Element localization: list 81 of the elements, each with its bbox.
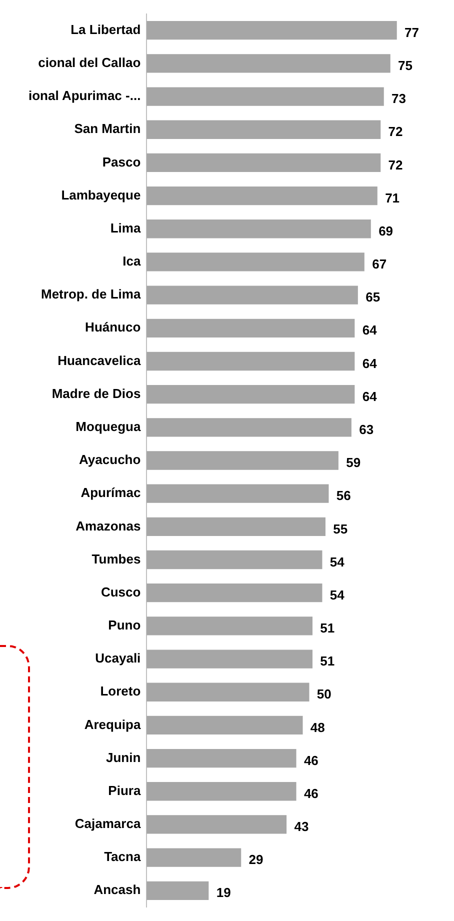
bar xyxy=(146,716,303,735)
bar xyxy=(146,451,338,470)
y-tick-label: cional del Callao xyxy=(38,55,141,70)
data-label: 48 xyxy=(310,720,325,735)
bar xyxy=(146,21,397,40)
y-tick-label: Lima xyxy=(110,220,142,236)
y-tick-label: Cajamarca xyxy=(74,816,142,832)
bar xyxy=(146,748,296,768)
bar xyxy=(146,220,371,238)
y-tick-label: Tumbes xyxy=(92,551,141,566)
y-tick-label: La Libertad xyxy=(70,22,141,37)
y-tick-label: Ucayali xyxy=(95,650,141,666)
data-label: 69 xyxy=(378,223,394,238)
bar xyxy=(146,418,352,437)
bar xyxy=(146,650,312,668)
bar xyxy=(146,682,310,702)
data-label: 50 xyxy=(316,686,332,702)
data-label: 46 xyxy=(304,752,318,768)
bar xyxy=(146,550,322,570)
y-tick-label: ional Apurimac -... xyxy=(28,88,141,104)
data-label: 46 xyxy=(304,786,318,801)
data-label: 72 xyxy=(388,124,403,140)
bar xyxy=(146,584,322,602)
data-label: 29 xyxy=(248,852,264,868)
y-tick-label: Arequipa xyxy=(84,716,142,732)
y-tick-label: Moquegua xyxy=(76,418,142,434)
data-label: 54 xyxy=(330,554,346,570)
data-label: 59 xyxy=(346,455,361,470)
data-label: 56 xyxy=(336,488,351,504)
bar xyxy=(146,616,312,636)
data-label: 72 xyxy=(388,157,403,172)
y-tick-label: Ica xyxy=(122,254,142,269)
data-label: 64 xyxy=(362,322,378,338)
y-tick-label: Tacna xyxy=(104,849,142,864)
data-label: 77 xyxy=(404,24,420,40)
data-label: 63 xyxy=(359,422,374,437)
y-tick-label: Piura xyxy=(108,782,142,798)
data-label: 67 xyxy=(372,256,387,272)
bar xyxy=(146,384,355,404)
y-tick-label: Loreto xyxy=(100,684,141,699)
data-label: 19 xyxy=(216,885,231,900)
data-label: 64 xyxy=(362,388,378,404)
data-label: 51 xyxy=(320,654,335,669)
bar xyxy=(146,815,287,834)
bar xyxy=(146,252,364,272)
bar xyxy=(146,848,242,867)
data-label: 55 xyxy=(333,521,348,536)
y-tick-label: Cusco xyxy=(100,584,141,600)
bar xyxy=(146,54,390,73)
bar xyxy=(146,120,381,139)
bar xyxy=(146,352,355,371)
bar xyxy=(146,318,355,338)
y-tick-label: Ancash xyxy=(94,882,141,898)
data-label: 51 xyxy=(320,620,335,636)
y-tick-label: Puno xyxy=(108,618,141,633)
bar xyxy=(146,87,384,106)
y-tick-label: San Martin xyxy=(74,121,141,136)
y-tick-label: Huancavelica xyxy=(58,352,142,368)
y-tick-label: Lambayeque xyxy=(61,187,141,202)
bar xyxy=(146,186,378,206)
y-tick-label: Apurímac xyxy=(80,485,141,500)
y-tick-label: Huánuco xyxy=(85,320,141,335)
y-tick-label: Metrop. de Lima xyxy=(40,286,142,302)
y-tick-label: Ayacucho xyxy=(79,452,141,468)
bar xyxy=(146,286,358,304)
bar xyxy=(146,782,296,801)
bar xyxy=(146,153,381,172)
bar xyxy=(146,881,209,900)
data-label: 73 xyxy=(392,91,406,106)
data-label: 75 xyxy=(398,58,413,74)
data-label: 65 xyxy=(366,290,380,305)
y-tick-label: Junin xyxy=(106,750,141,765)
data-label: 43 xyxy=(294,819,309,834)
bar xyxy=(146,517,326,536)
y-tick-label: Amazonas xyxy=(76,518,141,534)
data-label: 71 xyxy=(385,190,400,206)
y-tick-label: Madre de Dios xyxy=(52,386,141,401)
data-label: 54 xyxy=(330,587,346,602)
bar xyxy=(146,484,329,503)
data-label: 64 xyxy=(362,356,378,371)
y-tick-label: Pasco xyxy=(102,154,141,170)
